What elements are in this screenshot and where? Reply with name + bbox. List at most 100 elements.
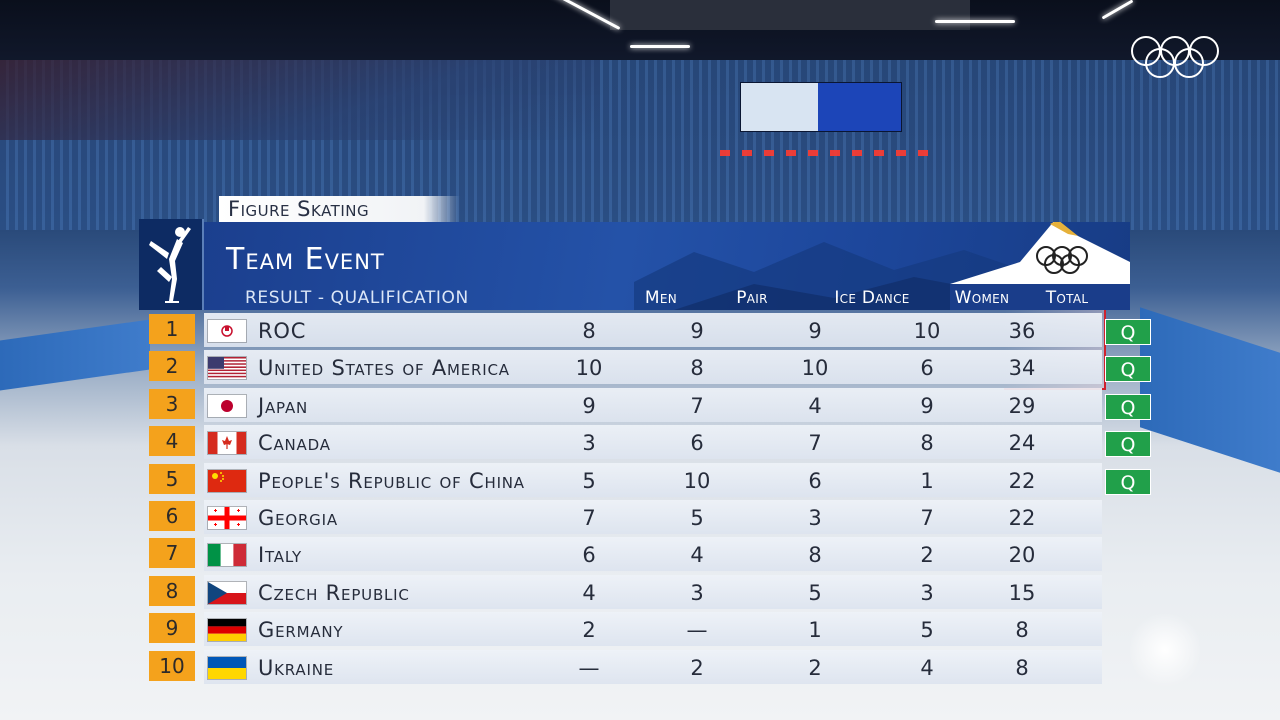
- result-bar: Czech Republic 4 3 5 3 15: [204, 575, 1102, 609]
- total-score: 8: [1015, 656, 1029, 680]
- rank-badge: 9: [149, 613, 195, 643]
- pair-score: 6: [690, 431, 704, 455]
- country-name: Czech Republic: [258, 581, 410, 605]
- pair-score: 3: [690, 581, 704, 605]
- table-row: 8 Czech Republic 4 3 5 3 15: [149, 575, 1159, 609]
- ice-reflection: [1130, 610, 1200, 690]
- men-score: 2: [582, 618, 596, 642]
- pair-score: 5: [690, 506, 704, 530]
- rank-badge: 7: [149, 538, 195, 568]
- ice-dance-score: 9: [808, 319, 822, 343]
- rank-badge: 3: [149, 389, 195, 419]
- rank-badge: 6: [149, 501, 195, 531]
- women-score: 9: [920, 394, 934, 418]
- olympic-rings-logo: [1131, 36, 1221, 78]
- result-bar: Italy 6 4 8 2 20: [204, 537, 1102, 571]
- total-score: 36: [1008, 319, 1036, 343]
- total-score: 20: [1008, 543, 1036, 567]
- roc-flag-icon: [208, 320, 246, 342]
- women-score: 1: [920, 469, 934, 493]
- pair-score: 9: [690, 319, 704, 343]
- total-score: 15: [1008, 581, 1036, 605]
- result-bar: United States of America 10 8 10 6 34: [204, 350, 1102, 384]
- ukraine-flag-icon: [208, 657, 246, 679]
- men-score: —: [578, 656, 600, 680]
- ceiling-light: [935, 20, 1015, 23]
- country-name: Georgia: [258, 506, 338, 530]
- women-score: 7: [920, 506, 934, 530]
- country-name: Italy: [258, 543, 302, 567]
- arena-red-lights: [720, 150, 940, 156]
- men-score: 8: [582, 319, 596, 343]
- results-header: Team Event RESULT - QUALIFICATION Men Pa…: [204, 222, 1130, 310]
- total-score: 22: [1008, 469, 1036, 493]
- rank-badge: 8: [149, 576, 195, 606]
- rank-badge: 2: [149, 351, 195, 381]
- ice-dance-score: 10: [801, 356, 829, 380]
- result-bar: People's Republic of China 5 10 6 1 22: [204, 463, 1102, 497]
- usa-flag-icon: [208, 357, 246, 379]
- men-score: 6: [582, 543, 596, 567]
- result-bar: Germany 2 — 1 5 8: [204, 612, 1102, 646]
- qualified-badge: Q: [1105, 469, 1151, 495]
- country-name: Germany: [258, 618, 344, 642]
- rank-badge: 5: [149, 464, 195, 494]
- women-score: 4: [920, 656, 934, 680]
- result-bar: Georgia 7 5 3 7 22: [204, 500, 1102, 534]
- ice-dance-score: 6: [808, 469, 822, 493]
- women-score: 10: [913, 319, 941, 343]
- column-header-women: Women: [954, 288, 1010, 308]
- rink-board-right: [1140, 307, 1280, 473]
- olympic-rings-icon: [1036, 246, 1106, 276]
- italy-flag-icon: [208, 544, 246, 566]
- table-row: 9 Germany 2 — 1 5 8: [149, 612, 1159, 646]
- ice-dance-score: 7: [808, 431, 822, 455]
- sport-category-label: Figure Skating: [219, 196, 460, 223]
- china-flag-icon: [208, 470, 246, 492]
- total-score: 8: [1015, 618, 1029, 642]
- country-name: Japan: [258, 394, 309, 418]
- men-score: 5: [582, 469, 596, 493]
- men-score: 3: [582, 431, 596, 455]
- total-score: 34: [1008, 356, 1036, 380]
- page-title: Team Event: [226, 242, 385, 277]
- country-name: People's Republic of China: [258, 469, 525, 493]
- column-header-men: Men: [644, 288, 678, 308]
- table-row: 3 Japan 9 7 4 9 29 Q: [149, 388, 1159, 422]
- germany-flag-icon: [208, 619, 246, 641]
- japan-flag-icon: [208, 395, 246, 417]
- country-name: United States of America: [258, 356, 510, 380]
- roof-panel: [610, 0, 970, 30]
- qualified-badge: Q: [1105, 319, 1151, 345]
- table-row: 1 ROC 8 9 9 10 36 Q: [149, 313, 1159, 347]
- country-name: Ukraine: [258, 656, 335, 680]
- result-bar: ROC 8 9 9 10 36: [204, 313, 1102, 347]
- pair-score: 8: [690, 356, 704, 380]
- table-row: 5 People's Republic of China 5 10 6 1 22 Q: [149, 463, 1159, 497]
- women-score: 8: [920, 431, 934, 455]
- column-header-ice-dance: Ice Dance: [834, 288, 910, 308]
- qualified-badge: Q: [1105, 431, 1151, 457]
- result-bar: Canada 3 6 7 8 24: [204, 425, 1102, 459]
- women-score: 6: [920, 356, 934, 380]
- pair-score: 7: [690, 394, 704, 418]
- canada-flag-icon: [208, 432, 246, 454]
- table-row: 6 Georgia 7 5 3 7 22: [149, 500, 1159, 534]
- table-row: 7 Italy 6 4 8 2 20: [149, 537, 1159, 571]
- rank-badge: 1: [149, 314, 195, 344]
- men-score: 7: [582, 506, 596, 530]
- figure-skating-pictogram-icon: [139, 219, 204, 310]
- column-header-total: Total: [1045, 288, 1089, 308]
- rink-board-left: [0, 319, 150, 391]
- table-row: 4 Canada 3 6 7 8 24 Q: [149, 425, 1159, 459]
- result-subtitle: RESULT - QUALIFICATION: [245, 288, 469, 308]
- rank-badge: 4: [149, 426, 195, 456]
- ice-dance-score: 3: [808, 506, 822, 530]
- total-score: 22: [1008, 506, 1036, 530]
- pair-score: —: [686, 618, 708, 642]
- arena-stands-crowd: [0, 60, 600, 140]
- ice-dance-score: 4: [808, 394, 822, 418]
- women-score: 2: [920, 543, 934, 567]
- ice-dance-score: 8: [808, 543, 822, 567]
- result-bar: Ukraine — 2 2 4 8: [204, 650, 1102, 684]
